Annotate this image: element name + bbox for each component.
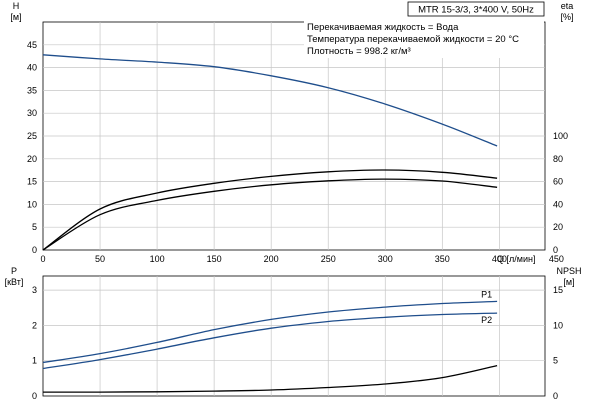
bottom-tick-labels: 0 1 2 3 0 5 10 15 [32, 285, 563, 400]
top-grid [43, 22, 545, 250]
top-series-line-0 [42, 54, 498, 147]
info-line-density: Плотность = 998.2 кг/м³ [307, 46, 411, 57]
x-tick-label: 300 [378, 254, 393, 264]
left-tick-label: 0 [32, 245, 37, 255]
right-tick-label: 80 [553, 154, 563, 164]
top-series-group [42, 54, 498, 251]
flow-axis-title: Q [л/мин] [497, 254, 535, 264]
right-tick-label: 20 [553, 222, 563, 232]
right-tick-label: 60 [553, 177, 563, 187]
left-tick-label: 25 [27, 131, 37, 141]
left-tick-label: 40 [27, 63, 37, 73]
right-tick-label: 15 [553, 285, 563, 295]
series-line-p1 [42, 300, 498, 364]
left-tick-label: 20 [27, 154, 37, 164]
power-axis-title: P [11, 266, 17, 276]
head-axis-title: H [13, 1, 20, 11]
bottom-grid [43, 276, 545, 396]
left-tick-label: 3 [32, 285, 37, 295]
right-tick-label: 40 [553, 199, 563, 209]
left-tick-label: 2 [32, 320, 37, 330]
bottom-plot-frame [42, 275, 546, 397]
bottom-series-line-2 [42, 364, 498, 393]
top-series-line-1 [42, 169, 498, 251]
right-tick-label: 100 [553, 131, 568, 141]
x-tick-label: 250 [321, 254, 336, 264]
left-tick-label: 45 [27, 40, 37, 50]
chart-title-box [407, 1, 545, 17]
head-axis-unit: [м] [10, 12, 21, 22]
left-tick-label: 15 [27, 177, 37, 187]
left-tick-label: 35 [27, 85, 37, 95]
bottom-series-group: P1 P2 [42, 289, 498, 393]
left-tick-label: 1 [32, 356, 37, 366]
x-tick-label: 0 [40, 254, 45, 264]
right-tick-label: 0 [553, 245, 558, 255]
series-label-p1: P1 [481, 289, 492, 299]
npsh-axis-title: NPSH [556, 266, 581, 276]
npsh-axis-unit: [м] [563, 277, 574, 287]
right-tick-label: 5 [553, 356, 558, 366]
info-line-temperature: Температура перекачиваемой жидкости = 20… [307, 34, 519, 45]
left-tick-label: 10 [27, 199, 37, 209]
x-tick-label: 50 [95, 254, 105, 264]
x-tick-label: 400 [492, 254, 507, 264]
x-tick-label: 200 [264, 254, 279, 264]
eta-axis-title: eta [561, 1, 574, 11]
left-tick-label: 5 [32, 222, 37, 232]
series-line-p2 [42, 312, 498, 370]
info-box-bg [304, 20, 544, 58]
power-axis-unit: [кВт] [5, 277, 24, 287]
series-label-p2: P2 [481, 315, 492, 325]
top-series-line-2 [42, 178, 498, 251]
x-tick-label: 450 [549, 254, 564, 264]
x-tick-label: 350 [435, 254, 450, 264]
x-tick-label: 150 [207, 254, 222, 264]
top-tick-labels: 0 50 100 150 200 250 300 350 400 4500510152025303… [27, 40, 568, 264]
left-tick-label: 0 [32, 391, 37, 400]
x-tick-label: 100 [150, 254, 165, 264]
chart-title: MTR 15-3/3, 3*400 V, 50Hz [418, 5, 534, 16]
left-tick-label: 30 [27, 108, 37, 118]
eta-axis-unit: [%] [560, 12, 573, 22]
info-line-liquid: Перекачиваемая жидкость = Вода [307, 22, 459, 33]
right-tick-label: 0 [553, 391, 558, 400]
right-tick-label: 10 [553, 320, 563, 330]
